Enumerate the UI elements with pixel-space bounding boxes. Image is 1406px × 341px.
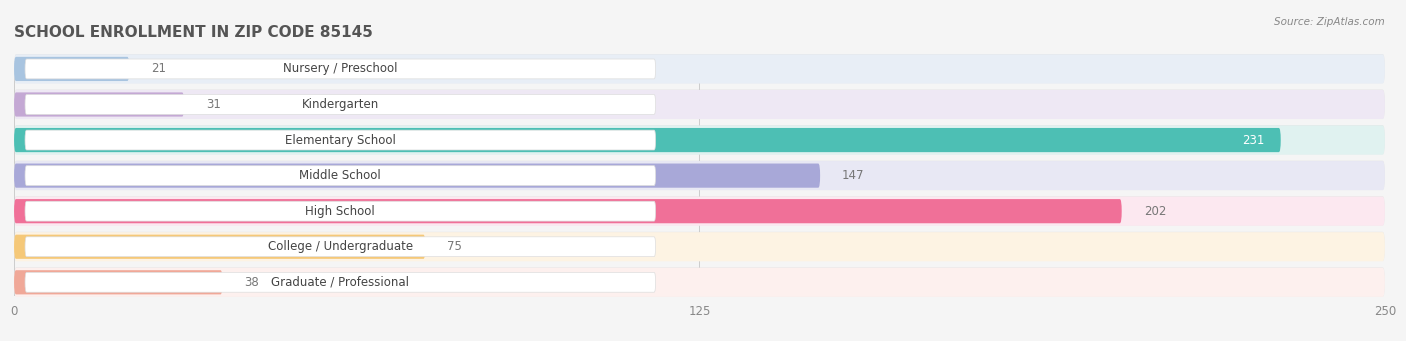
FancyBboxPatch shape (25, 166, 655, 186)
FancyBboxPatch shape (14, 161, 1385, 190)
Text: Elementary School: Elementary School (285, 134, 395, 147)
FancyBboxPatch shape (14, 232, 1385, 261)
FancyBboxPatch shape (25, 201, 655, 221)
FancyBboxPatch shape (14, 232, 1385, 261)
FancyBboxPatch shape (14, 54, 1385, 84)
FancyBboxPatch shape (14, 235, 426, 259)
FancyBboxPatch shape (14, 161, 1385, 190)
Text: Graduate / Professional: Graduate / Professional (271, 276, 409, 289)
Text: 202: 202 (1143, 205, 1166, 218)
Text: 21: 21 (152, 62, 166, 75)
Text: High School: High School (305, 205, 375, 218)
Text: 231: 231 (1241, 134, 1264, 147)
FancyBboxPatch shape (14, 125, 1385, 154)
Text: 75: 75 (447, 240, 463, 253)
FancyBboxPatch shape (14, 268, 1385, 297)
FancyBboxPatch shape (14, 54, 1385, 83)
Text: College / Undergraduate: College / Undergraduate (267, 240, 413, 253)
Text: Kindergarten: Kindergarten (302, 98, 380, 111)
FancyBboxPatch shape (25, 130, 655, 150)
FancyBboxPatch shape (25, 237, 655, 257)
Text: 147: 147 (842, 169, 865, 182)
Text: Middle School: Middle School (299, 169, 381, 182)
FancyBboxPatch shape (25, 94, 655, 115)
FancyBboxPatch shape (14, 90, 1385, 119)
FancyBboxPatch shape (14, 57, 129, 81)
FancyBboxPatch shape (14, 267, 1385, 297)
Text: SCHOOL ENROLLMENT IN ZIP CODE 85145: SCHOOL ENROLLMENT IN ZIP CODE 85145 (14, 25, 373, 40)
FancyBboxPatch shape (14, 270, 222, 294)
FancyBboxPatch shape (14, 128, 1281, 152)
Text: 31: 31 (207, 98, 221, 111)
Text: Source: ZipAtlas.com: Source: ZipAtlas.com (1274, 17, 1385, 27)
FancyBboxPatch shape (14, 196, 1385, 225)
FancyBboxPatch shape (14, 164, 820, 188)
Text: 38: 38 (245, 276, 259, 289)
FancyBboxPatch shape (25, 59, 655, 79)
FancyBboxPatch shape (14, 92, 184, 117)
FancyBboxPatch shape (14, 197, 1385, 226)
FancyBboxPatch shape (14, 90, 1385, 119)
Text: Nursery / Preschool: Nursery / Preschool (283, 62, 398, 75)
FancyBboxPatch shape (14, 125, 1385, 154)
FancyBboxPatch shape (25, 272, 655, 292)
FancyBboxPatch shape (14, 199, 1122, 223)
